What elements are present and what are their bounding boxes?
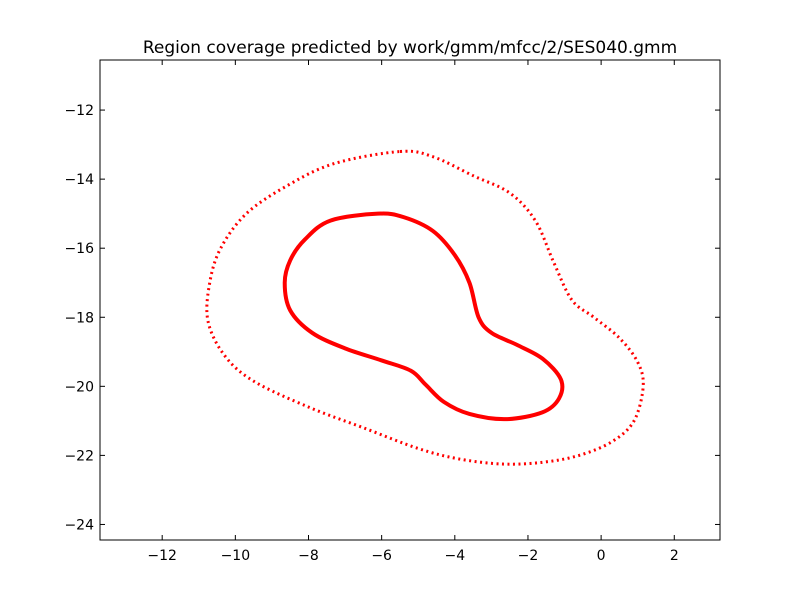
axis-ticks: −12 −10 −8 −6 −4 −2 0 2−12−14−16−18−20−22−24 (64, 60, 720, 564)
x-tick-label: −12 (147, 548, 177, 564)
y-tick-label: −22 (64, 448, 94, 464)
axes-frame (99, 59, 721, 541)
y-tick-label: −24 (64, 517, 94, 533)
x-tick-label: −2 (518, 548, 539, 564)
plot-area (205, 149, 645, 466)
y-tick-label: −20 (64, 379, 94, 395)
x-tick-label: 2 (670, 548, 679, 564)
x-tick-label: −4 (444, 548, 465, 564)
y-tick-label: −16 (64, 241, 94, 257)
x-tick-label: −8 (298, 548, 319, 564)
contour-line-solid-0 (282, 211, 565, 422)
y-tick-label: −14 (64, 172, 94, 188)
x-tick-label: −6 (371, 548, 392, 564)
x-tick-label: 0 (597, 548, 606, 564)
x-tick-label: −10 (221, 548, 251, 564)
chart-title: Region coverage predicted by work/gmm/mf… (143, 38, 677, 58)
y-tick-label: −12 (64, 103, 94, 119)
y-tick-label: −18 (64, 310, 94, 326)
